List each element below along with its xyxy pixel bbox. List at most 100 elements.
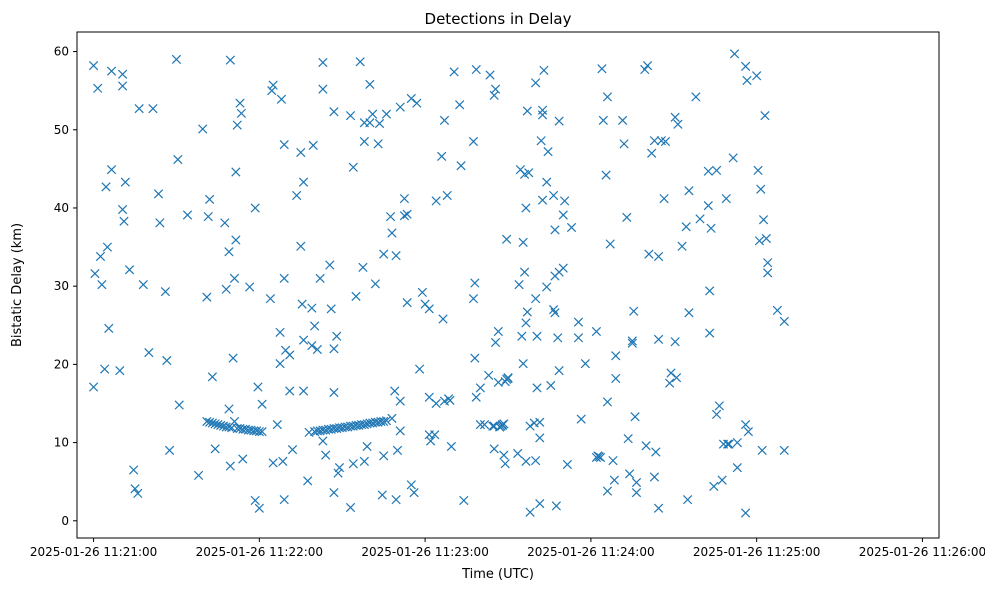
data-point — [665, 378, 675, 388]
data-point — [245, 282, 255, 292]
data-point — [659, 193, 669, 204]
data-point — [279, 273, 289, 283]
data-point — [653, 251, 664, 262]
data-point — [763, 258, 773, 268]
data-point — [743, 427, 753, 437]
y-axis-ticks: 0 10 20 30 40 50 60 — [54, 45, 77, 528]
data-point — [537, 195, 548, 205]
data-point — [542, 177, 552, 187]
data-point — [296, 241, 306, 251]
data-point — [379, 416, 389, 427]
data-point — [102, 242, 113, 252]
data-point — [740, 61, 751, 72]
data-point — [753, 165, 763, 176]
data-point — [100, 364, 110, 374]
data-point — [379, 451, 389, 461]
data-point — [535, 433, 545, 443]
data-point — [470, 278, 480, 288]
data-point — [207, 372, 218, 382]
data-point — [558, 210, 568, 220]
data-point — [550, 225, 560, 235]
data-point — [524, 168, 534, 178]
data-point — [362, 441, 372, 452]
data-point — [517, 331, 527, 341]
data-point — [711, 409, 722, 420]
data-point — [345, 502, 356, 513]
data-point — [484, 370, 494, 380]
data-point — [631, 477, 642, 488]
data-point — [546, 380, 556, 391]
data-point — [387, 413, 397, 423]
data-point — [203, 211, 213, 222]
data-point — [598, 115, 608, 125]
data-point — [518, 358, 528, 369]
data-point — [426, 436, 436, 446]
data-point — [624, 469, 635, 479]
data-point — [213, 419, 223, 430]
data-point — [681, 222, 691, 232]
data-point — [202, 292, 212, 302]
data-point — [351, 291, 361, 301]
data-point — [275, 327, 285, 337]
data-point — [312, 344, 322, 355]
data-point — [297, 299, 307, 309]
data-point — [499, 450, 509, 460]
data-point — [724, 439, 734, 449]
data-point — [566, 222, 577, 233]
data-point — [721, 193, 731, 204]
data-point — [468, 294, 479, 304]
data-point — [602, 397, 613, 407]
data-point — [348, 459, 358, 469]
data-point — [611, 373, 621, 384]
data-point — [430, 430, 440, 440]
data-point — [597, 64, 607, 74]
data-point — [728, 153, 738, 163]
data-point — [682, 495, 693, 505]
data-point — [752, 71, 762, 81]
data-point — [395, 396, 405, 406]
data-point — [390, 386, 400, 396]
data-point — [485, 70, 495, 80]
data-point — [279, 139, 289, 150]
data-point — [88, 382, 99, 392]
data-point — [490, 84, 501, 94]
data-point — [438, 314, 448, 324]
data-point — [232, 120, 242, 130]
data-point — [120, 177, 130, 187]
data-point — [174, 400, 184, 410]
data-point — [475, 419, 485, 430]
data-point — [619, 139, 629, 149]
x-tick-label: 2025-01-26 11:22:00 — [196, 545, 323, 559]
data-point — [760, 111, 770, 121]
data-point — [287, 445, 298, 455]
data-point — [148, 104, 158, 114]
data-point — [437, 151, 447, 161]
data-point — [326, 304, 336, 314]
data-point — [221, 284, 231, 294]
data-point — [365, 118, 375, 128]
data-point — [591, 452, 602, 463]
data-point — [653, 503, 664, 513]
y-tick-label: 60 — [54, 45, 69, 59]
data-point — [367, 109, 378, 119]
data-point — [449, 67, 459, 77]
data-point — [714, 401, 724, 411]
data-point — [605, 239, 615, 249]
data-point — [385, 211, 396, 222]
data-point — [499, 419, 509, 429]
data-point — [308, 140, 318, 151]
x-tick-label: 2025-01-26 11:24:00 — [527, 545, 654, 559]
data-point — [525, 507, 535, 517]
data-point — [348, 162, 358, 172]
data-point — [129, 465, 139, 475]
data-point — [334, 462, 345, 473]
data-point — [536, 136, 546, 146]
data-point — [162, 355, 172, 366]
data-point — [537, 110, 548, 120]
data-point — [641, 441, 651, 451]
data-point — [649, 472, 660, 482]
data-point — [642, 61, 653, 71]
data-point — [671, 373, 682, 383]
x-tick-label: 2025-01-26 11:21:00 — [30, 545, 157, 559]
